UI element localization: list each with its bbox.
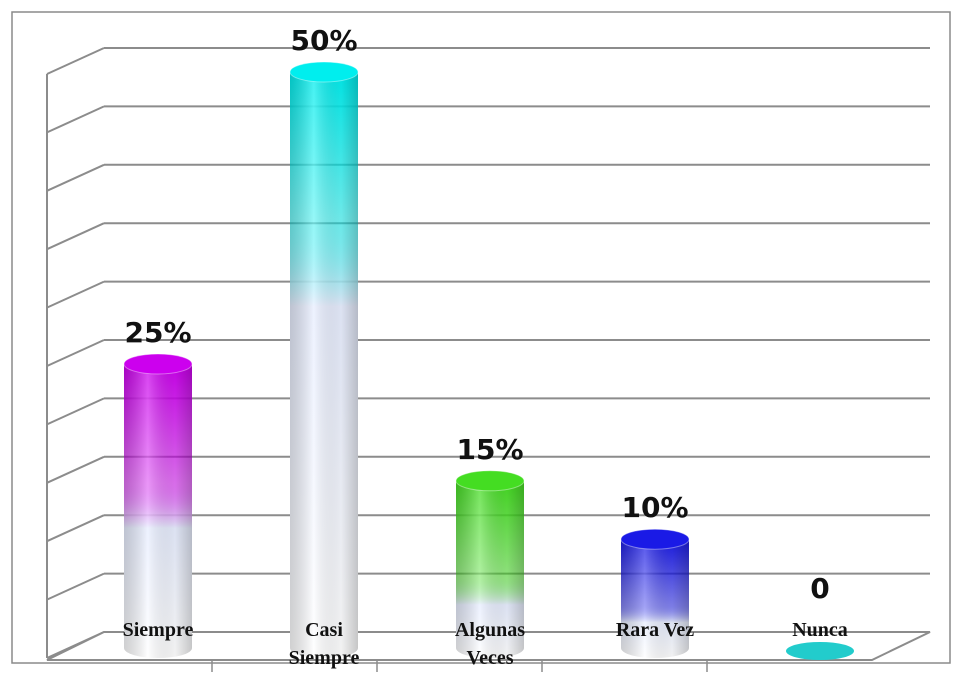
category-label: Casi (305, 619, 343, 641)
side-gridline (46, 339, 105, 367)
bar-shading (124, 364, 192, 658)
bar-top (620, 528, 690, 550)
data-label: 50% (290, 24, 357, 57)
side-gridline (46, 163, 105, 192)
category-label: Siempre (289, 647, 360, 669)
data-label: 25% (124, 316, 191, 349)
category-label: Veces (466, 647, 513, 669)
bar-2 (289, 61, 359, 658)
bar-top (289, 61, 359, 83)
side-gridline (46, 280, 105, 309)
side-gridline (46, 514, 105, 543)
side-gridline (46, 105, 105, 134)
bar-3 (455, 470, 525, 658)
bar-top (123, 353, 193, 375)
bar-shading (456, 480, 524, 658)
bar-5-zero (786, 642, 854, 660)
bar-shading (621, 539, 689, 658)
side-gridline (46, 47, 105, 75)
category-label: Rara Vez (616, 619, 694, 641)
data-label: 15% (456, 433, 523, 466)
category-label: Nunca (792, 619, 848, 641)
category-label: Algunas (455, 619, 525, 641)
data-label: 0 (810, 572, 829, 605)
bar-4 (620, 528, 690, 658)
side-gridline (46, 397, 105, 426)
data-label: 10% (621, 491, 688, 524)
side-gridline (46, 222, 105, 251)
side-gridline (46, 455, 105, 484)
side-gridline (46, 572, 105, 601)
bar-1 (123, 353, 193, 658)
category-label: Siempre (123, 619, 194, 641)
bar-top (455, 470, 525, 492)
bar-shading (290, 72, 358, 658)
